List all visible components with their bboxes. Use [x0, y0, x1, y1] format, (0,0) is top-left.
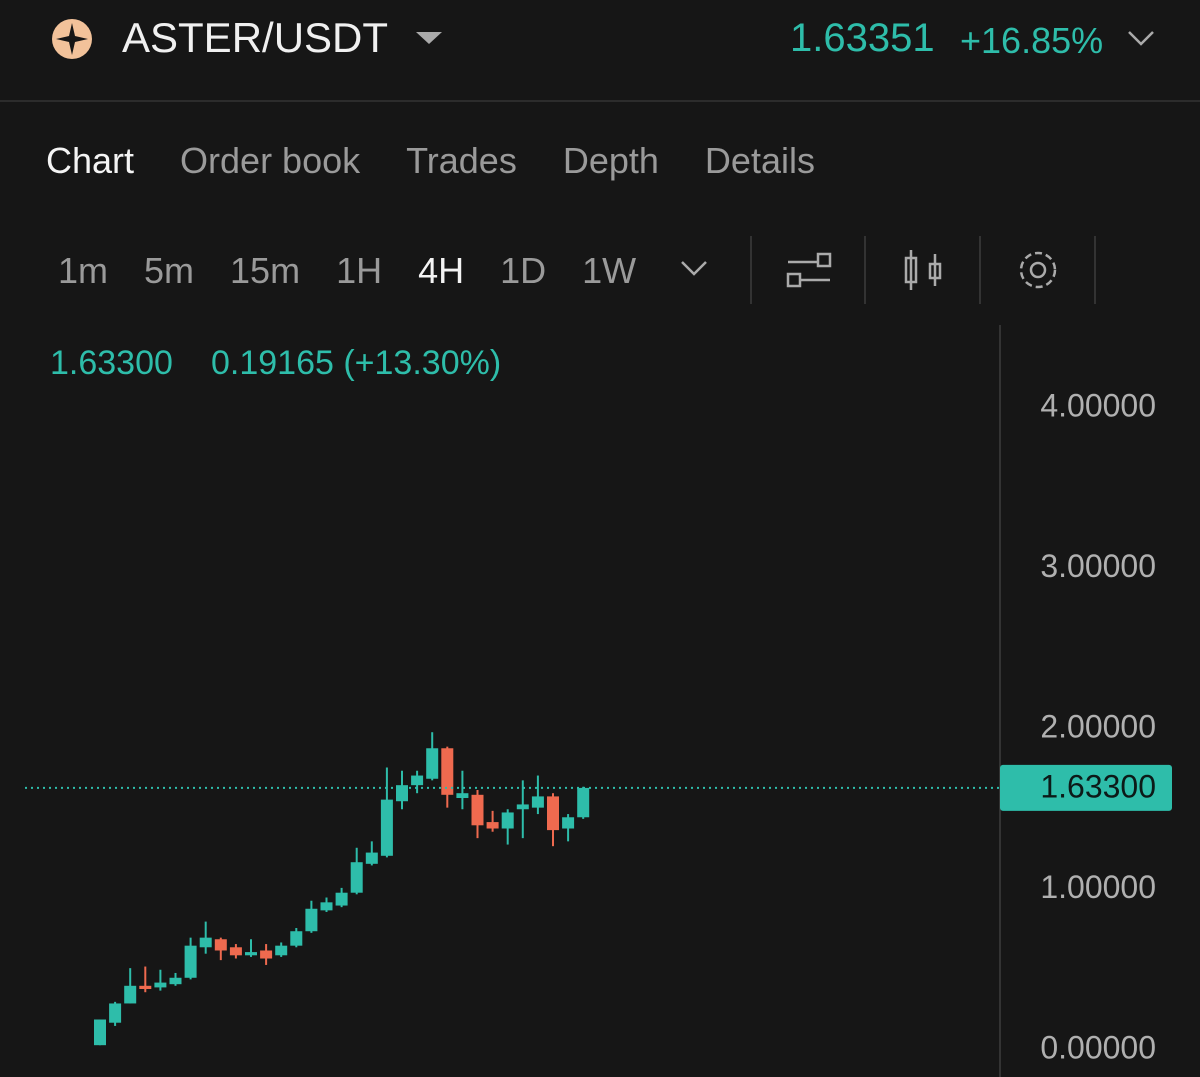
candle-body — [214, 939, 227, 951]
pair-dropdown[interactable] — [414, 28, 444, 48]
divider — [0, 100, 1200, 102]
tab[interactable]: Depth — [562, 140, 659, 181]
candle-body — [562, 817, 575, 829]
candle-body — [426, 748, 439, 779]
more-intervals[interactable] — [681, 261, 707, 276]
expand-icon[interactable] — [1126, 28, 1156, 48]
candle-body — [184, 945, 197, 978]
candle-body — [471, 794, 484, 826]
candle-body — [305, 908, 318, 932]
indicator-icon[interactable] — [786, 252, 832, 288]
price-tag — [1000, 764, 1172, 811]
toolbar-icons — [681, 236, 1096, 304]
candle-body — [335, 892, 348, 906]
candle-body — [456, 793, 469, 799]
pair-title[interactable]: ASTER/USDT — [122, 14, 389, 61]
interval[interactable]: 4H — [418, 250, 465, 291]
tab[interactable]: Details — [704, 140, 815, 181]
candle-body — [577, 787, 590, 818]
candle-body — [275, 945, 288, 956]
candle-body — [365, 852, 378, 864]
settings-icon[interactable] — [1019, 251, 1057, 289]
info-close: 1.63300 — [50, 344, 173, 382]
y-tick-label: 4.00000 — [1040, 387, 1156, 423]
tab[interactable]: Chart — [46, 140, 135, 181]
info-change: 0.19165 (+13.30%) — [211, 344, 502, 382]
candle-body — [380, 799, 393, 856]
chart-type-icon[interactable] — [904, 250, 942, 290]
candle-body — [154, 982, 167, 988]
candle-body — [109, 1003, 122, 1023]
candle-body — [169, 977, 182, 985]
candle-body — [320, 902, 333, 911]
candle-body — [516, 804, 529, 810]
interval-bar: 1m 5m 15m 1H 4H 1D 1W — [58, 250, 636, 292]
interval[interactable]: 15m — [230, 250, 301, 291]
candle-body — [229, 947, 242, 956]
price-tag-label: 1.63300 — [1040, 768, 1156, 804]
interval[interactable]: 1D — [500, 250, 547, 291]
candle-body — [486, 822, 499, 829]
candle-body — [396, 785, 408, 802]
interval[interactable]: 5m — [144, 250, 195, 291]
candle-body — [547, 796, 559, 831]
candle-body — [199, 937, 212, 948]
y-tick-label: 2.00000 — [1040, 708, 1156, 744]
y-tick-label: 0.00000 — [1040, 1029, 1156, 1065]
candle-body — [501, 812, 514, 829]
interval[interactable]: 1H — [336, 250, 383, 291]
candle-body — [139, 985, 152, 990]
tab-bar: Chart Order book Trades Depth Details — [46, 140, 815, 182]
y-tick-label: 1.00000 — [1040, 869, 1156, 905]
price-change: +16.85% — [960, 20, 1104, 61]
token-icon — [52, 19, 92, 59]
y-tick-label: 3.00000 — [1040, 548, 1156, 584]
candle-body — [531, 796, 544, 808]
candle-body — [290, 931, 303, 946]
tab[interactable]: Order book — [180, 140, 361, 181]
interval[interactable]: 1W — [582, 250, 637, 291]
interval[interactable]: 1m — [58, 250, 109, 291]
candle-body — [94, 1019, 106, 1046]
candle-body — [124, 985, 137, 1004]
candle-body — [350, 862, 363, 893]
candle-body — [260, 950, 273, 959]
tab[interactable]: Trades — [406, 140, 517, 181]
last-price: 1.63351 — [790, 16, 935, 60]
candle-body — [245, 952, 257, 956]
candle-body — [441, 748, 454, 795]
candle-body — [411, 775, 424, 786]
